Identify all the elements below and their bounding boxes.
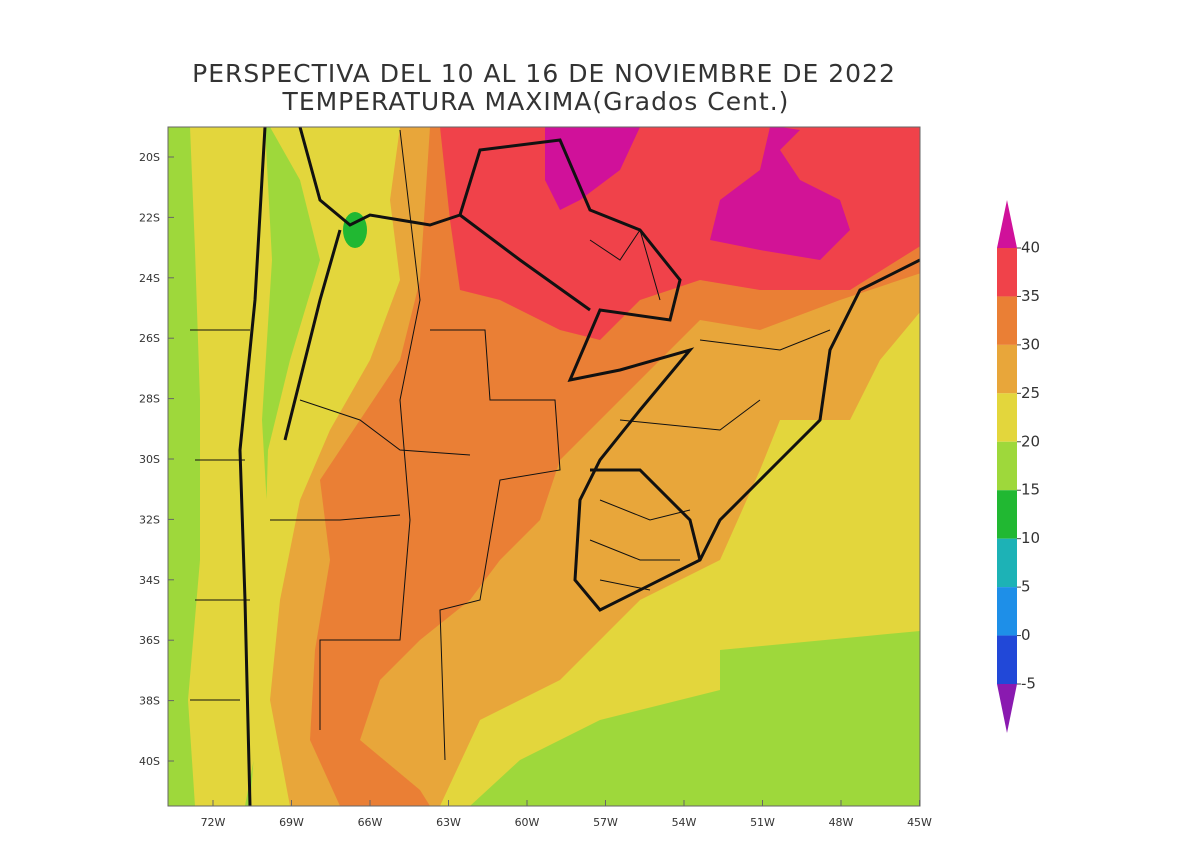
- colorbar-segment: [997, 248, 1017, 297]
- title-line: TEMPERATURA MAXIMA(Grados Cent.): [282, 87, 790, 116]
- lat-label: 22S: [139, 211, 160, 224]
- lat-label: 24S: [139, 272, 160, 285]
- colorbar-segment: [997, 441, 1017, 491]
- lat-label: 34S: [139, 574, 160, 587]
- colorbar-label: -5: [1021, 675, 1036, 693]
- lon-label: 60W: [515, 816, 540, 829]
- colorbar-label: 20: [1021, 432, 1040, 450]
- colorbar-segment: [997, 587, 1017, 636]
- colorbar-segment: [997, 296, 1017, 345]
- colorbar-segment: [997, 490, 1017, 539]
- colorbar-segment: [997, 635, 1017, 684]
- colorbar-label: 40: [1021, 239, 1040, 257]
- lat-label: 40S: [139, 755, 160, 768]
- colorbar-label: 0: [1021, 626, 1031, 644]
- lat-label: 26S: [139, 332, 160, 345]
- temperature-field: [168, 127, 920, 806]
- colorbar-label: 15: [1021, 481, 1040, 499]
- lon-label: 72W: [201, 816, 226, 829]
- colorbar-label: 25: [1021, 384, 1040, 402]
- lon-label: 45W: [907, 816, 932, 829]
- colorbar-label: 5: [1021, 578, 1031, 596]
- lon-label: 48W: [829, 816, 854, 829]
- lon-label: 66W: [358, 816, 383, 829]
- lat-label: 32S: [139, 513, 160, 526]
- lat-label: 28S: [139, 393, 160, 406]
- colorbar-label: 35: [1021, 287, 1040, 305]
- lat-label: 30S: [139, 453, 160, 466]
- colorbar-segment: [997, 538, 1017, 588]
- title-line: PERSPECTIVA DEL 10 AL 16 DE NOVIEMBRE DE…: [192, 59, 896, 88]
- colorbar-arrow-top: [997, 200, 1017, 248]
- lon-label: 54W: [672, 816, 697, 829]
- lon-label: 69W: [279, 816, 304, 829]
- colorbar-segment: [997, 393, 1017, 442]
- colorbar-segment: [997, 344, 1017, 394]
- lat-label: 20S: [139, 151, 160, 164]
- lat-label: 36S: [139, 634, 160, 647]
- colorbar-label: 10: [1021, 529, 1040, 547]
- lat-label: 38S: [139, 695, 160, 708]
- lon-label: 63W: [436, 816, 461, 829]
- colorbar-arrow-bottom: [997, 684, 1017, 733]
- lon-label: 51W: [750, 816, 775, 829]
- lon-label: 57W: [593, 816, 618, 829]
- colorbar-label: 30: [1021, 335, 1040, 353]
- map-frame: [167, 126, 921, 807]
